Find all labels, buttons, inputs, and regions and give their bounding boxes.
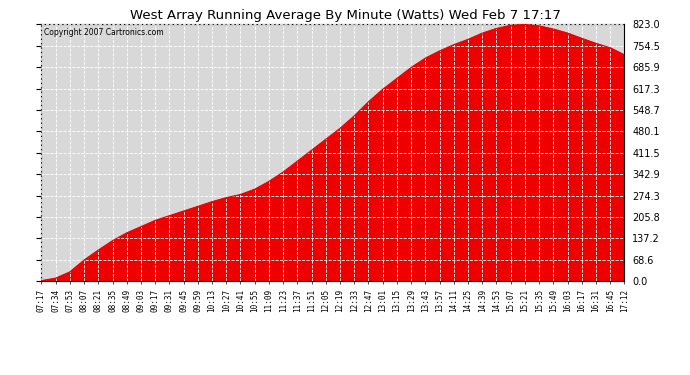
- Text: Copyright 2007 Cartronics.com: Copyright 2007 Cartronics.com: [44, 28, 164, 37]
- Text: West Array Running Average By Minute (Watts) Wed Feb 7 17:17: West Array Running Average By Minute (Wa…: [130, 9, 560, 22]
